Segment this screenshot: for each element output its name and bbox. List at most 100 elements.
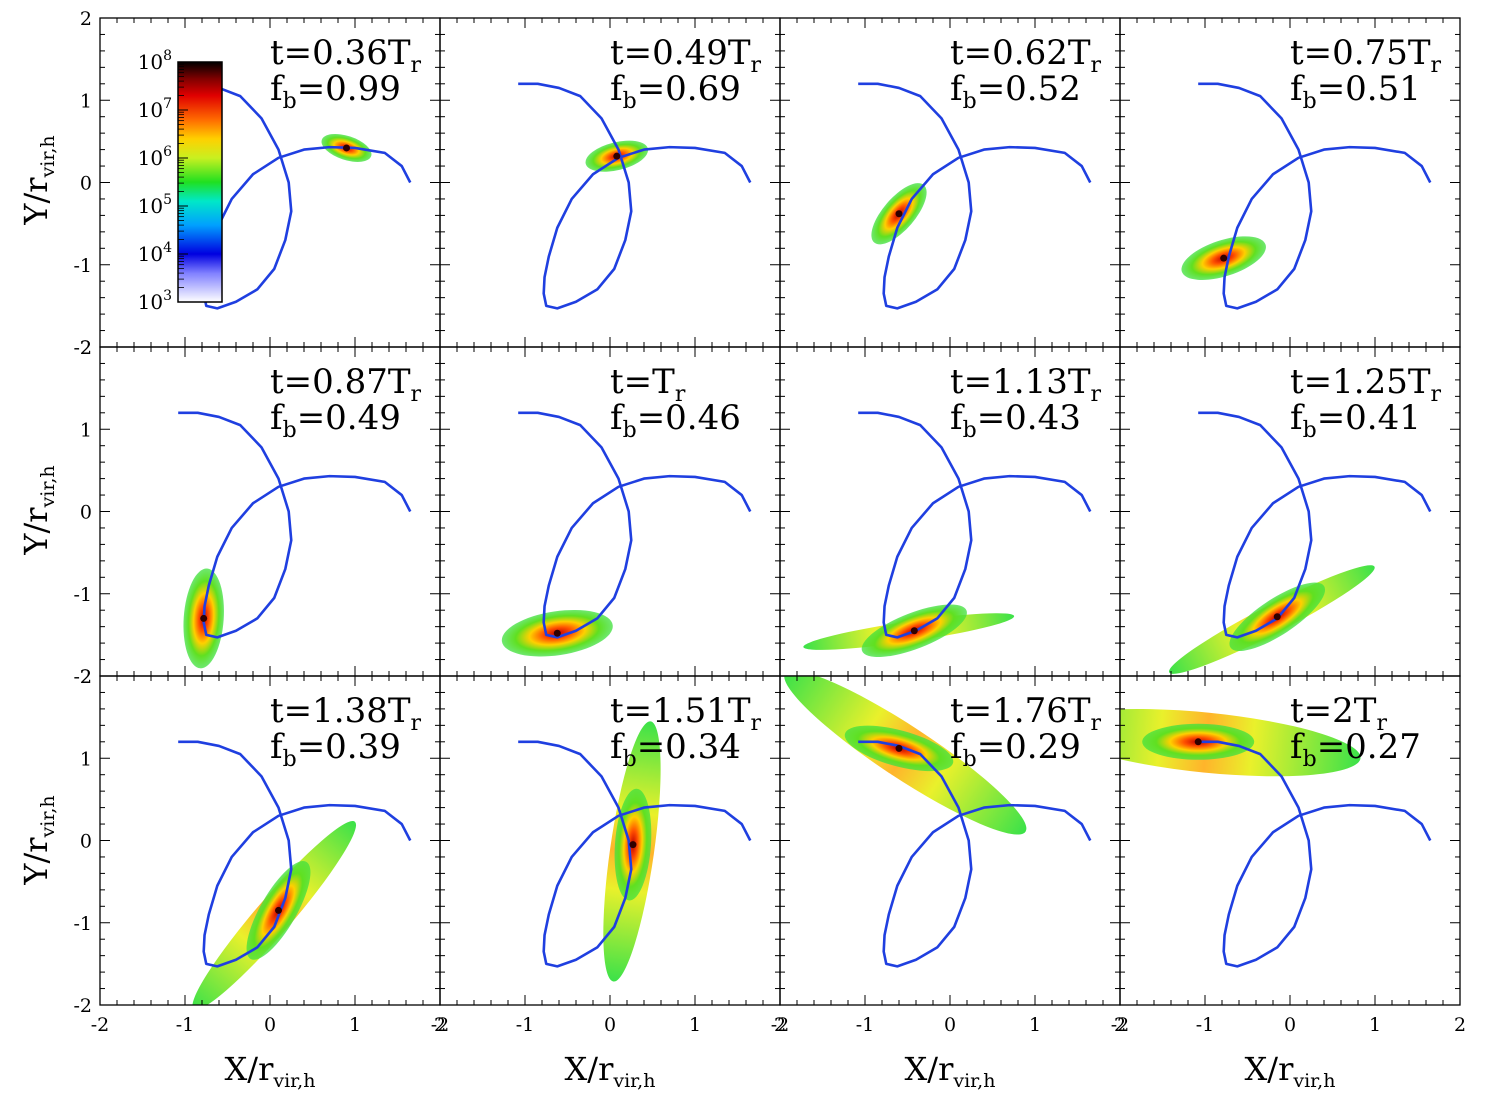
panel-plot-area [501, 411, 752, 657]
y-tick-label: -1 [73, 913, 92, 935]
orbit-line [858, 740, 1092, 968]
panel-plot-area [178, 82, 412, 310]
panel-bound-fraction-label: fb=0.51 [1290, 69, 1421, 114]
panel-time-label: t=Tr [610, 362, 686, 407]
panel-bound-fraction-label: fb=0.39 [270, 727, 401, 772]
orbit-line [178, 82, 412, 310]
satellite-center [1194, 738, 1202, 746]
colorbar-gradient [177, 61, 223, 303]
y-tick-label: -2 [73, 337, 92, 359]
y-tick-label: -2 [73, 995, 92, 1017]
panel-time-label: t=0.49Tr [610, 33, 762, 78]
x-tick-label: -2 [431, 1014, 450, 1036]
x-tick-label: 0 [264, 1014, 276, 1036]
panel-plot-area [1168, 411, 1432, 674]
orbit-line [518, 411, 752, 639]
panel-plot-area [784, 676, 1092, 968]
panel-plot-area [518, 721, 752, 982]
colorbar-tick-label: 106 [138, 144, 172, 170]
panel-time-label: t=0.75Tr [1290, 33, 1442, 78]
y-tick-label: -1 [73, 584, 92, 606]
orbit-line [518, 82, 752, 310]
colorbar-tick-label: 107 [138, 96, 172, 122]
colorbar: 103 104 105 106 107 108 [138, 48, 223, 314]
x-tick-label: 2 [774, 1014, 786, 1036]
y-tick-label: 0 [80, 173, 92, 195]
panel-bound-fraction-label: fb=0.29 [950, 727, 1081, 772]
satellite-center [200, 614, 208, 622]
orbit-line [1198, 740, 1432, 968]
panel-bound-fraction-label: fb=0.34 [610, 727, 741, 772]
satellite-center [613, 152, 621, 160]
satellite-center [895, 744, 903, 752]
orbit-line [178, 740, 412, 968]
panel-plot-area [803, 411, 1092, 658]
x-axis-label-col-4: X/rvir,h [1245, 1050, 1336, 1092]
y-tick-label: 1 [80, 90, 92, 112]
y-tick-label: 0 [80, 502, 92, 524]
x-tick-label: -2 [771, 1014, 790, 1036]
panel-plot-area [518, 82, 752, 310]
x-tick-label: -2 [91, 1014, 110, 1036]
y-tick-label: 0 [80, 831, 92, 853]
colorbar-tick-label: 105 [138, 192, 172, 218]
panel-time-label: t=0.36Tr [270, 33, 422, 78]
x-axis-label-col-2: X/rvir,h [565, 1050, 656, 1092]
panel-plot-area [1181, 82, 1432, 310]
orbit-line [858, 411, 1092, 639]
panel-time-label: t=1.51Tr [610, 691, 762, 736]
orbit-line [1198, 411, 1432, 639]
x-tick-label: 0 [944, 1014, 956, 1036]
panel-plot-area [1120, 708, 1432, 968]
panel-bound-fraction-label: fb=0.49 [270, 398, 401, 443]
x-tick-label: 0 [604, 1014, 616, 1036]
panel-time-label: t=1.76Tr [950, 691, 1102, 736]
x-tick-label: 1 [349, 1014, 361, 1036]
orbit-line [1198, 82, 1432, 310]
panel-time-label: t=1.38Tr [270, 691, 422, 736]
colorbar-tick-label: 104 [138, 240, 172, 266]
satellite-center [275, 906, 282, 914]
orbit-line [858, 82, 1092, 310]
panel-time-label: t=0.87Tr [270, 362, 422, 407]
x-tick-label: 1 [1369, 1014, 1381, 1036]
y-tick-label: -2 [73, 666, 92, 688]
panel-time-label: t=1.13Tr [950, 362, 1102, 407]
y-tick-label: 2 [80, 666, 92, 688]
satellite-center [895, 210, 903, 218]
x-tick-label: -1 [1196, 1014, 1215, 1036]
panel-time-label: t=1.25Tr [1290, 362, 1442, 407]
panel-bound-fraction-label: fb=0.52 [950, 69, 1081, 114]
panel-plot-area [858, 82, 1092, 310]
y-tick-label: 1 [80, 748, 92, 770]
orbit-line [178, 411, 412, 639]
satellite-center [343, 144, 350, 152]
panel-plot-area [178, 411, 412, 669]
x-tick-label: 2 [1114, 1014, 1126, 1036]
y-axis-label-row-3: Y/rvir,h [17, 795, 59, 885]
orbit-line [518, 740, 752, 968]
y-axis-label-row-1: Y/rvir,h [17, 135, 59, 225]
y-tick-label: -1 [73, 255, 92, 277]
panel-bound-fraction-label: fb=0.43 [950, 398, 1081, 443]
panel-bound-fraction-label: fb=0.99 [270, 69, 401, 114]
panel-time-label: t=2Tr [1290, 691, 1387, 736]
x-tick-label: 0 [1284, 1014, 1296, 1036]
colorbar-tick-label: 108 [138, 48, 172, 74]
y-axis-label-row-2: Y/rvir,h [17, 465, 59, 555]
x-axis-label-col-1: X/rvir,h [225, 1050, 316, 1092]
panel-bound-fraction-label: fb=0.46 [610, 398, 741, 443]
x-tick-label: 2 [1454, 1014, 1466, 1036]
satellite-center [1273, 613, 1281, 621]
colorbar-tick-label: 103 [138, 288, 172, 314]
